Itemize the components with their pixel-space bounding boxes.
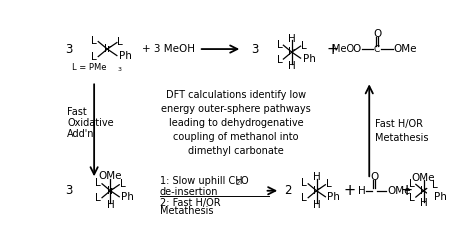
Text: L: L [409,179,415,189]
Text: O: O [353,44,361,54]
Text: Ir: Ir [313,186,320,196]
Text: 3: 3 [118,67,121,72]
Text: O: O [370,172,378,182]
Text: 3: 3 [65,184,73,197]
Text: L: L [91,52,97,62]
Text: Ph: Ph [121,192,134,202]
Text: Ph: Ph [302,54,316,64]
Text: L: L [409,193,415,203]
Text: H: H [107,200,114,210]
Text: OMe: OMe [99,171,122,182]
Text: 2: 2 [236,180,240,186]
Text: MeO: MeO [332,44,354,54]
Text: Ir: Ir [104,44,111,54]
Text: 2: 2 [284,184,292,197]
Text: L = PMe: L = PMe [72,63,106,72]
Text: L: L [301,193,307,203]
Text: L: L [326,179,332,189]
Text: Ph: Ph [119,51,132,61]
Text: +: + [344,183,356,198]
Text: H: H [313,200,320,210]
Text: + 3 MeOH: + 3 MeOH [142,44,195,54]
Text: L: L [118,37,123,47]
Text: O: O [373,29,381,39]
Text: 2: Fast H/OR: 2: Fast H/OR [160,198,220,208]
Text: L: L [91,36,97,46]
Text: +: + [327,42,339,57]
Text: L: L [277,40,283,50]
Text: Ir: Ir [420,186,427,196]
Text: +: + [401,183,412,198]
Text: L: L [120,179,126,189]
Text: Ir: Ir [107,186,114,196]
Text: Ph: Ph [328,192,340,202]
Text: OMe: OMe [393,44,417,54]
Text: 1: Slow uphill CH: 1: Slow uphill CH [160,176,243,187]
Text: DFT calculations identify low
energy outer-sphere pathways
leading to dehydrogen: DFT calculations identify low energy out… [161,90,311,156]
Text: Fast: Fast [67,107,87,117]
Text: L: L [301,178,307,188]
Text: Oxidative: Oxidative [67,118,114,128]
Text: Fast H/OR
Metathesis: Fast H/OR Metathesis [375,119,429,143]
Text: O: O [241,176,248,187]
Text: H: H [288,34,296,44]
Text: 3: 3 [65,43,73,56]
Text: Ir: Ir [288,47,295,57]
Text: C: C [374,45,380,53]
Text: L: L [432,180,438,190]
Text: OMe: OMe [387,186,410,196]
Text: 3: 3 [251,43,258,56]
Text: Add'n: Add'n [67,129,94,139]
Text: de-insertion: de-insertion [160,187,219,197]
Text: Metathesis: Metathesis [160,206,213,216]
Text: L: L [301,41,307,51]
Text: OMe: OMe [412,173,435,183]
Text: H: H [357,186,365,196]
Text: H: H [288,61,296,71]
Text: H: H [419,198,428,208]
Text: L: L [95,178,101,188]
Text: L: L [277,54,283,65]
Text: H: H [313,172,320,182]
Text: Ph: Ph [434,192,447,202]
Text: L: L [95,193,101,203]
